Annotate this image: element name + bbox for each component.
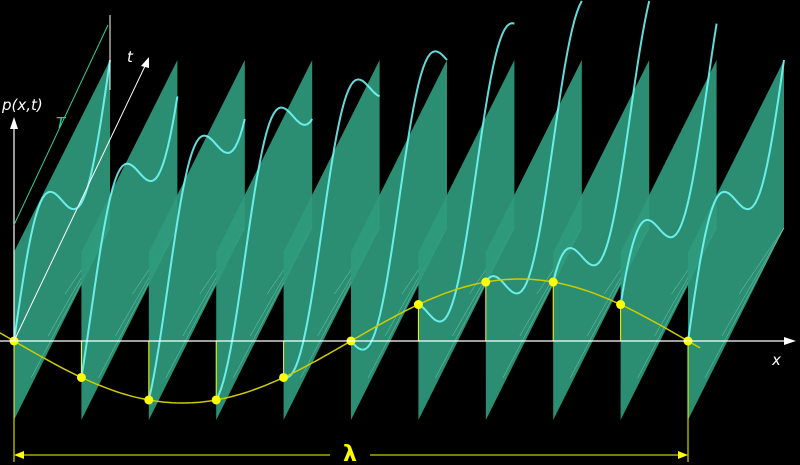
- wave-dot: [481, 277, 491, 287]
- panel-face: [688, 60, 784, 420]
- panel: [619, 23, 718, 420]
- wave-dot: [413, 300, 423, 310]
- p-axis-arrow: [10, 117, 18, 129]
- panel-curve: [215, 106, 314, 401]
- panel: [350, 50, 448, 420]
- x-axis-arrow: [784, 337, 796, 345]
- x-axis-label: x: [771, 351, 781, 369]
- panel-curve: [552, 0, 651, 283]
- period-arrow: [13, 24, 109, 226]
- panel-stripe: [721, 227, 785, 337]
- panel-curve: [417, 22, 515, 323]
- panel-stripe: [704, 227, 785, 379]
- panel-face: [283, 60, 380, 420]
- t-axis-label: t: [127, 48, 134, 66]
- panel-face: [620, 60, 717, 420]
- wavelength-label: λ: [343, 442, 357, 465]
- panel-curve: [350, 50, 448, 351]
- panel-curve: [147, 118, 246, 401]
- panel-curve: [13, 59, 111, 342]
- panel-stripe: [738, 227, 785, 295]
- panel-curve: [283, 78, 381, 379]
- panel-curve: [687, 59, 785, 342]
- panel-curve: [80, 96, 179, 378]
- lambda-head-left: [14, 451, 24, 459]
- panel-face: [485, 60, 582, 420]
- panel-curve: [484, 0, 583, 295]
- wave-dot: [144, 395, 154, 405]
- t-axis: [13, 63, 147, 342]
- p-axis-label: p(x,t): [1, 96, 43, 114]
- wave-dot: [548, 277, 558, 287]
- wave-dot: [211, 395, 221, 405]
- panel-curve: [619, 23, 718, 305]
- panel: [687, 59, 785, 420]
- panel-face: [81, 60, 178, 420]
- t-axis-arrow: [141, 57, 149, 68]
- wave-dot: [279, 372, 289, 382]
- wave-dot: [616, 300, 626, 310]
- panel-face: [216, 60, 313, 420]
- time-panels: [13, 0, 785, 420]
- wave-dot: [76, 372, 86, 382]
- period-label: T: [56, 114, 67, 132]
- lambda-head-right: [678, 451, 688, 459]
